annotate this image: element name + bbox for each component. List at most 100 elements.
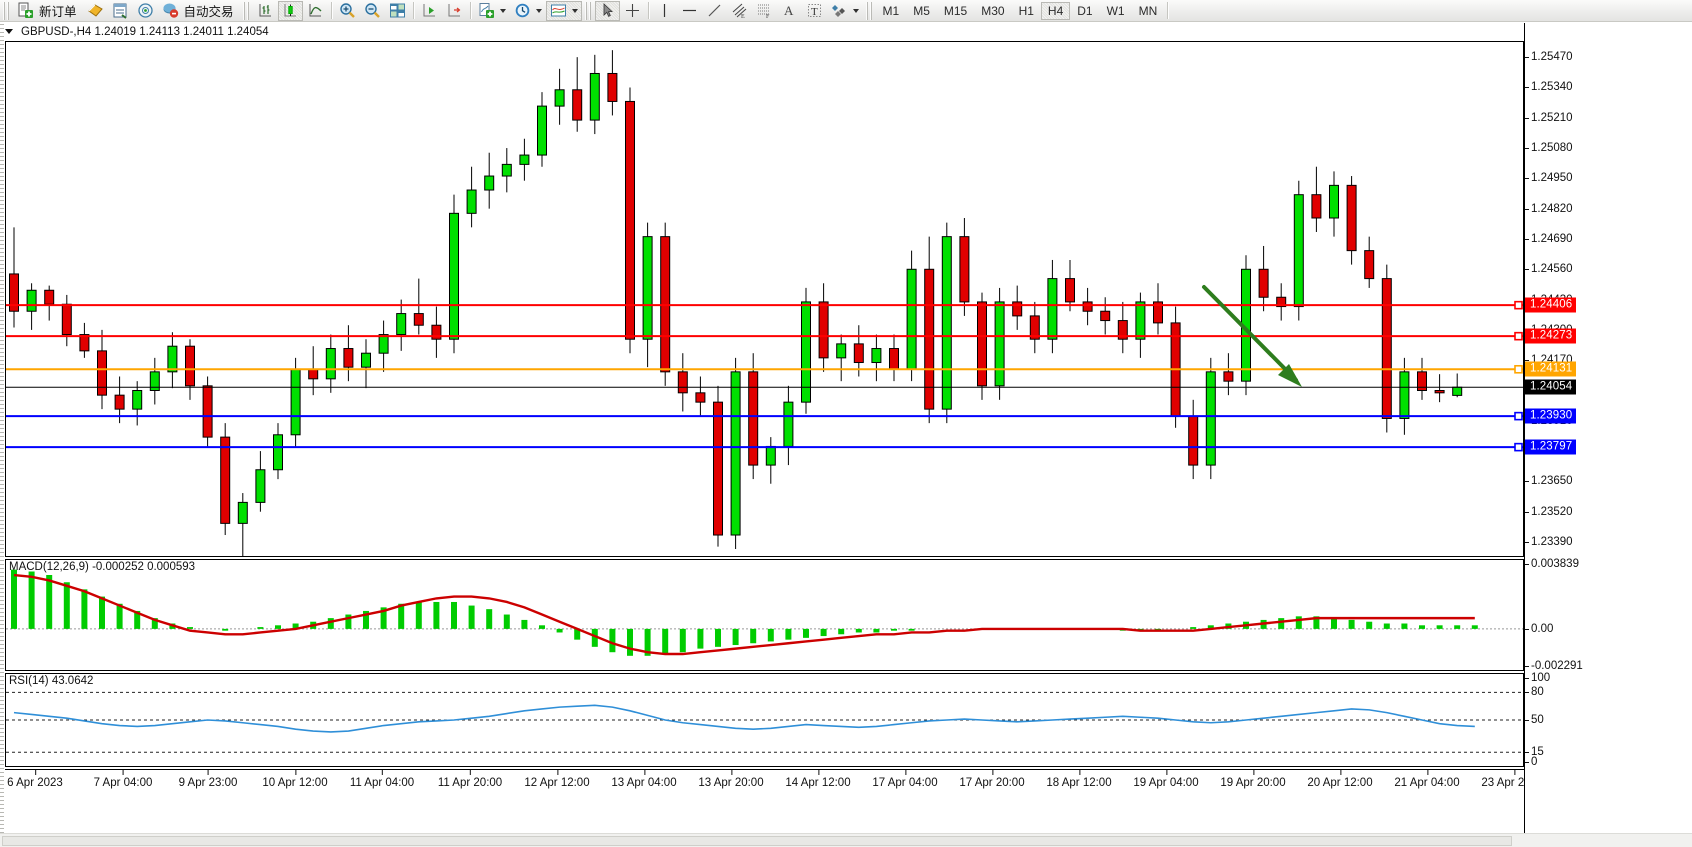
toolbar-separator-2 — [412, 2, 414, 19]
add-indicator-caret-icon[interactable] — [499, 8, 506, 13]
price-level-label-resistance-1[interactable]: 1.24406 — [1525, 297, 1577, 313]
macd-title: MACD(12,26,9) -0.000252 0.000593 — [9, 561, 196, 573]
tile-windows-button[interactable] — [385, 1, 410, 21]
shapes-icon — [831, 5, 845, 17]
rsi-scale-tick: 80 — [1525, 686, 1544, 699]
chart-left-grip[interactable] — [0, 23, 4, 847]
horizontal-line-button[interactable] — [677, 1, 702, 21]
toolbar-grip-2[interactable] — [242, 1, 250, 20]
timeframe-m15[interactable]: M15 — [943, 3, 968, 18]
timeframe-m30[interactable]: M30 — [981, 3, 1005, 18]
price-tick: 1.24560 — [1525, 263, 1573, 276]
price-tick: 1.24950 — [1525, 172, 1573, 185]
macd-pane[interactable]: MACD(12,26,9) -0.000252 0.000593 — [5, 559, 1524, 671]
time-tick: 7 Apr 04:00 — [93, 770, 153, 789]
new-order-button[interactable]: 新订单 — [13, 1, 83, 21]
trendline-button[interactable] — [702, 1, 727, 21]
time-tick: 20 Apr 12:00 — [1307, 770, 1373, 789]
scrollbar-thumb[interactable] — [2, 836, 1512, 846]
horizontal-scrollbar[interactable] — [0, 833, 1692, 847]
text-label-button[interactable]: T — [802, 1, 827, 21]
toolbar-grip-4[interactable] — [865, 1, 873, 20]
price-scale[interactable]: 1.25470 1.25340 1.25210 1.25080 1.24950 1.248… — [1524, 23, 1692, 847]
cursor-button[interactable] — [594, 0, 620, 21]
text-button[interactable]: A — [777, 1, 802, 21]
time-tick: 12 Apr 12:00 — [524, 770, 590, 789]
price-tick: 1.23390 — [1525, 536, 1573, 548]
templates-caret-icon[interactable] — [571, 8, 578, 13]
text-icon: A — [784, 3, 794, 18]
line-chart-button[interactable] — [303, 1, 328, 21]
horizontal-line-icon — [682, 9, 696, 12]
rsi-pane[interactable]: RSI(14) 43.0642 — [5, 673, 1524, 767]
clock-icon — [515, 3, 529, 18]
autotrading-label: 自动交易 — [183, 5, 234, 19]
price-tick: 1.23650 — [1525, 475, 1573, 488]
time-tick: 14 Apr 12:00 — [785, 770, 851, 789]
crosshair-icon — [625, 4, 639, 17]
time-axis[interactable]: 6 Apr 2023 7 Apr 04:00 9 Apr 23:00 10 Apr 1… — [5, 769, 1547, 795]
trendline-icon — [708, 4, 720, 17]
time-tick: 13 Apr 20:00 — [698, 770, 764, 789]
price-pane[interactable] — [5, 41, 1524, 557]
shapes-button[interactable] — [827, 1, 863, 21]
shapes-caret-icon[interactable] — [852, 8, 859, 13]
timeframe-h4[interactable]: H4 — [1040, 1, 1071, 20]
fibonacci-retracement-button[interactable]: F — [752, 1, 777, 21]
autotrading-button[interactable]: 自动交易 — [158, 1, 240, 21]
price-level-label-resistance-2[interactable]: 1.24273 — [1525, 328, 1577, 344]
toolbar-grip-3[interactable] — [584, 1, 592, 20]
templates-icon — [550, 4, 566, 17]
svg-text:T: T — [811, 6, 818, 18]
candlestick-plot — [6, 50, 1523, 556]
timeframe-m5[interactable]: M5 — [913, 3, 930, 18]
cursor-icon — [603, 3, 613, 17]
zoom-in-button[interactable] — [335, 1, 360, 21]
templates-button[interactable] — [545, 0, 582, 21]
bar-chart-button[interactable] — [253, 1, 278, 21]
navigator-button[interactable] — [133, 1, 158, 21]
rsi-scale-tick: 100 — [1524, 672, 1551, 684]
crosshair-button[interactable] — [620, 1, 645, 21]
toolbar-grip[interactable] — [3, 1, 10, 20]
time-tick: 18 Apr 12:00 — [1046, 770, 1112, 789]
equidistant-channel-button[interactable]: E — [727, 1, 752, 21]
rsi-scale-tick: 0 — [1524, 756, 1538, 768]
symbol-menu-icon[interactable] — [5, 29, 13, 34]
period-caret-icon[interactable] — [535, 8, 542, 13]
price-level-label-support-2[interactable]: 1.23797 — [1525, 439, 1577, 455]
timeframe-w1[interactable]: W1 — [1106, 3, 1125, 18]
zoom-out-button[interactable] — [360, 1, 385, 21]
data-window-button[interactable] — [108, 1, 133, 21]
timeframe-h1[interactable]: H1 — [1018, 3, 1034, 18]
toolbar-separator-4 — [647, 2, 649, 19]
timeframe-m1[interactable]: M1 — [882, 3, 900, 18]
vertical-line-button[interactable] — [652, 1, 677, 21]
zoom-out-icon — [364, 3, 380, 18]
timeframe-d1[interactable]: D1 — [1077, 3, 1093, 18]
new-order-icon — [18, 2, 33, 18]
candlestick-chart-icon — [284, 4, 296, 17]
price-level-label-current-price[interactable]: 1.24054 — [1525, 379, 1577, 395]
period-button[interactable] — [510, 1, 546, 21]
price-level-label-pivot[interactable]: 1.24131 — [1525, 361, 1577, 377]
candlestick-chart-button[interactable] — [277, 0, 303, 21]
price-tick: 1.24690 — [1525, 232, 1573, 245]
add-indicator-button[interactable] — [474, 1, 510, 21]
new-order-label: 新订单 — [39, 5, 77, 19]
price-tick: 1.25340 — [1525, 81, 1573, 94]
svg-text:F: F — [766, 14, 770, 19]
data-window-icon — [113, 3, 127, 19]
expert-advisor-button[interactable] — [83, 1, 108, 21]
auto-scroll-button[interactable] — [442, 1, 467, 21]
svg-text:E: E — [741, 14, 745, 19]
price-level-label-support-1[interactable]: 1.23930 — [1525, 408, 1577, 424]
rsi-title: RSI(14) 43.0642 — [9, 675, 94, 687]
symbol-header: GBPUSD-,H4 1.24019 1.24113 1.24011 1.240… — [5, 23, 269, 40]
time-tick: 9 Apr 23:00 — [178, 770, 238, 789]
time-tick: 6 Apr 2023 — [7, 770, 63, 789]
chart-shift-button[interactable] — [417, 1, 442, 21]
time-tick: 21 Apr 04:00 — [1394, 770, 1460, 789]
time-tick: 11 Apr 20:00 — [437, 770, 503, 789]
timeframe-mn[interactable]: MN — [1138, 3, 1158, 18]
